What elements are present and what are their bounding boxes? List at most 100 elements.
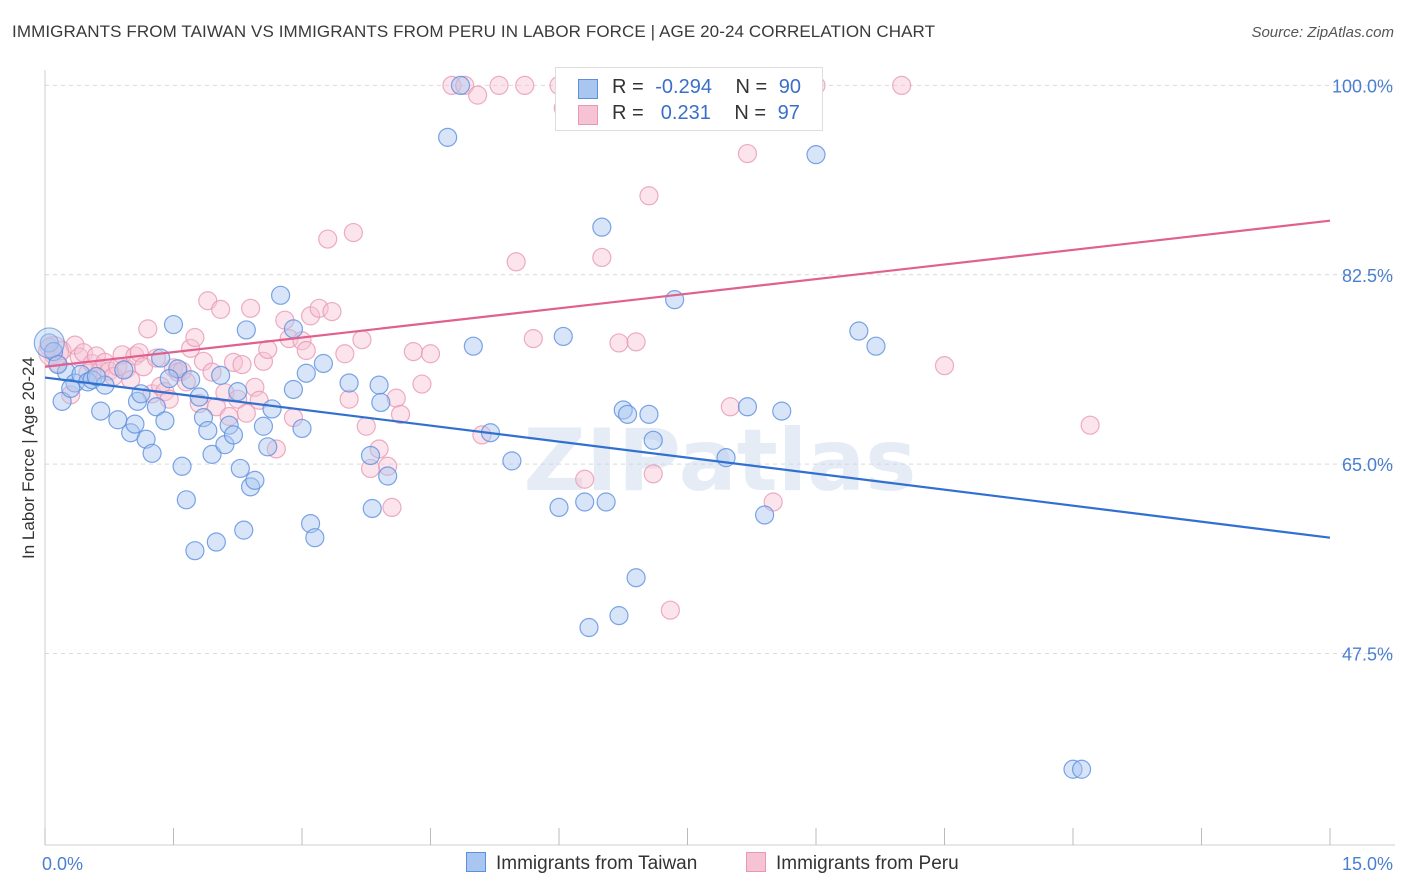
peru-point — [378, 456, 398, 476]
taiwan-point — [228, 382, 248, 402]
y-tick-label: 47.5% — [1342, 644, 1393, 664]
peru-point — [455, 75, 475, 96]
x-tick-label: 15.0% — [1342, 854, 1393, 874]
peru-point — [660, 600, 680, 620]
taiwan-point — [146, 397, 166, 417]
taiwan-point — [39, 333, 59, 353]
taiwan-point — [185, 541, 205, 561]
r-label: R = — [612, 76, 644, 98]
y-axis-label: In Labor Force | Age 20-24 — [19, 357, 38, 559]
x-tick-label: 0.0% — [42, 854, 83, 874]
peru-point — [241, 298, 261, 318]
taiwan-point — [253, 416, 274, 436]
taiwan-swatch — [578, 79, 598, 99]
taiwan-point — [339, 373, 359, 393]
source-label: Source: ZipAtlas.com — [1251, 24, 1394, 41]
taiwan-point — [378, 466, 398, 486]
taiwan-point — [553, 326, 573, 347]
peru-point — [339, 389, 359, 409]
peru-point — [390, 404, 411, 424]
peru-point — [609, 333, 629, 353]
legend-label-peru: Immigrants from Peru — [776, 853, 959, 874]
taiwan-point — [234, 520, 254, 540]
peru-point — [236, 403, 256, 423]
legend-row-text: R = -0.294 N = 90 — [612, 76, 801, 99]
taiwan-point — [114, 360, 134, 380]
taiwan-point — [163, 314, 184, 335]
taiwan-point — [211, 365, 231, 385]
taiwan-point — [305, 528, 325, 548]
tick-labels: 47.5% 65.0% 82.5% 100.0% 0.0% 15.0% — [42, 76, 1393, 874]
y-tick-label: 65.0% — [1342, 455, 1393, 475]
taiwan-point — [438, 127, 458, 147]
peru-point — [1080, 415, 1100, 435]
taiwan-point — [283, 379, 304, 400]
taiwan-point — [369, 375, 389, 395]
taiwan-point — [643, 430, 663, 450]
taiwan-point — [549, 497, 569, 518]
taiwan-point — [245, 470, 265, 490]
taiwan-point — [270, 285, 291, 305]
n-value: 90 — [778, 76, 802, 98]
n-value: 97 — [777, 102, 800, 124]
taiwan-point — [737, 397, 758, 417]
taiwan-point — [579, 617, 599, 638]
taiwan-point — [849, 321, 869, 341]
taiwan-point — [292, 418, 312, 439]
peru-point — [639, 186, 659, 206]
taiwan-point — [172, 456, 192, 476]
n-label: N = — [735, 76, 768, 98]
peru-point — [523, 329, 543, 349]
taiwan-legend-swatch — [466, 852, 486, 872]
taiwan-point — [155, 411, 175, 431]
taiwan-point — [592, 217, 612, 237]
taiwan-point — [1071, 759, 1092, 779]
peru-point — [592, 247, 612, 268]
y-tick-label: 82.5% — [1342, 266, 1393, 286]
taiwan-point — [450, 75, 471, 96]
axes — [44, 70, 1395, 846]
taiwan-point — [262, 399, 282, 419]
peru-swatch — [578, 105, 598, 125]
taiwan-point — [362, 498, 382, 519]
taiwan-point — [806, 145, 826, 165]
peru-point — [386, 388, 406, 408]
taiwan-trend-line — [44, 376, 1331, 539]
peru-legend-swatch — [746, 852, 766, 872]
taiwan-point — [575, 492, 595, 512]
taiwan-point — [125, 414, 145, 434]
peru-point — [575, 469, 595, 489]
peru-point — [737, 143, 758, 164]
taiwan-point — [33, 327, 65, 359]
taiwan-point — [296, 363, 316, 383]
taiwan-point — [142, 443, 162, 463]
peru-point — [356, 416, 376, 436]
taiwan-point — [626, 568, 646, 588]
peru-point — [206, 397, 226, 417]
peru-point — [352, 330, 372, 350]
peru-point — [228, 389, 248, 409]
taiwan-point — [61, 378, 81, 398]
taiwan-point — [159, 369, 179, 389]
legend-label-taiwan: Immigrants from Taiwan — [496, 853, 698, 874]
chart-title: IMMIGRANTS FROM TAIWAN VS IMMIGRANTS FRO… — [12, 22, 936, 41]
taiwan-point — [754, 505, 775, 525]
peru-point — [468, 85, 488, 105]
taiwan-point — [202, 444, 222, 464]
peru-points — [37, 75, 1100, 620]
taiwan-point — [866, 336, 886, 356]
peru-point — [185, 327, 205, 348]
taiwan-point — [219, 415, 239, 435]
taiwan-point — [206, 532, 226, 552]
taiwan-point — [609, 606, 629, 626]
taiwan-point — [617, 404, 638, 424]
taiwan-points — [33, 75, 1092, 779]
peru-point — [318, 229, 338, 249]
peru-point — [138, 319, 158, 339]
taiwan-point — [463, 336, 483, 356]
trend-lines — [44, 219, 1331, 539]
taiwan-point — [371, 392, 391, 413]
peru-point — [506, 252, 526, 272]
taiwan-point — [313, 353, 334, 374]
r-value: -0.294 — [655, 76, 712, 98]
